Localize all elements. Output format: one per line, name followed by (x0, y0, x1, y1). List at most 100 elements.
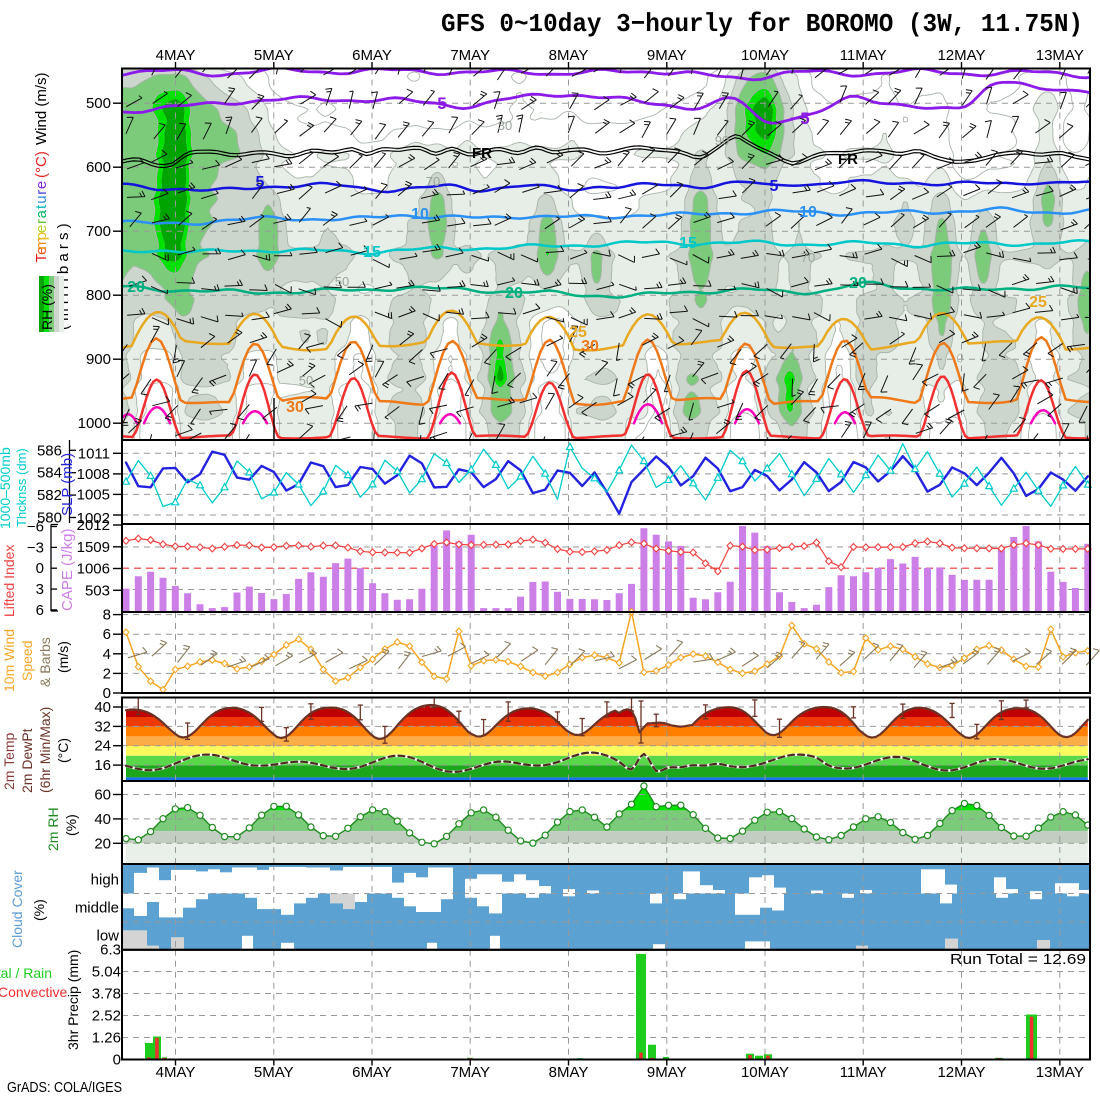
svg-text:5MAY: 5MAY (254, 1064, 294, 1081)
svg-text:m: m (33, 237, 50, 250)
svg-text:1002: 1002 (77, 510, 110, 527)
svg-text:5.04: 5.04 (92, 964, 121, 981)
svg-text:Speed: Speed (19, 641, 35, 681)
svg-text:T: T (33, 253, 50, 262)
svg-text:1011: 1011 (78, 445, 110, 462)
svg-text:high: high (91, 872, 119, 889)
svg-text:2012: 2012 (77, 517, 110, 534)
svg-text:Wind (m/s): Wind (m/s) (33, 73, 50, 146)
svg-text:800: 800 (86, 287, 111, 304)
svg-text:20: 20 (849, 275, 867, 292)
svg-text:16: 16 (94, 757, 111, 774)
svg-text:2m RH: 2m RH (45, 807, 61, 851)
svg-text:13MAY: 13MAY (1036, 1064, 1084, 1081)
svg-text:25: 25 (569, 324, 587, 341)
svg-text:Cloud Cover: Cloud Cover (9, 870, 25, 948)
svg-text:1005: 1005 (77, 486, 110, 503)
svg-text:32: 32 (94, 718, 111, 735)
svg-text:e: e (33, 225, 50, 233)
svg-text:RH (%): RH (%) (39, 284, 55, 330)
svg-text:1509: 1509 (77, 539, 110, 556)
svg-text:15: 15 (363, 244, 381, 261)
svg-text:1008: 1008 (77, 466, 110, 483)
svg-text:6: 6 (103, 626, 111, 643)
svg-text:90: 90 (715, 133, 729, 148)
svg-text:586: 586 (37, 442, 62, 459)
svg-text:−6: −6 (27, 519, 44, 536)
svg-text:580: 580 (37, 510, 62, 527)
svg-text:GFS 0~10day 3−hourly for BOROM: GFS 0~10day 3−hourly for BOROMO (3W, 11.… (441, 9, 1083, 39)
svg-text:5: 5 (256, 174, 265, 191)
svg-text:25: 25 (1029, 294, 1047, 311)
svg-text:503: 503 (85, 582, 110, 599)
svg-text:CAPE (J/kg): CAPE (J/kg) (59, 528, 76, 611)
svg-text:1000–500mb: 1000–500mb (0, 447, 13, 529)
svg-text:3.78: 3.78 (92, 986, 121, 1003)
svg-text:& Barbs: & Barbs (37, 637, 53, 687)
svg-text:6: 6 (36, 602, 44, 619)
svg-text:20: 20 (127, 279, 145, 296)
svg-text:1006: 1006 (77, 561, 110, 578)
svg-text:−3: −3 (27, 539, 44, 556)
svg-text:(°C): (°C) (33, 151, 50, 178)
svg-text:3: 3 (36, 581, 44, 598)
svg-text:Run Total = 12.69: Run Total = 12.69 (950, 951, 1086, 968)
svg-text:FR: FR (472, 145, 492, 162)
svg-text:r: r (33, 219, 50, 224)
svg-text:10MAY: 10MAY (741, 47, 789, 64)
svg-text:Thcknss (dm): Thcknss (dm) (14, 448, 29, 527)
svg-text:Lifted Index: Lifted Index (1, 545, 17, 617)
svg-text:3hr Precip (mm): 3hr Precip (mm) (65, 950, 81, 1050)
svg-text:13MAY: 13MAY (1036, 47, 1084, 64)
svg-text:1000: 1000 (78, 415, 111, 432)
svg-text:middle: middle (75, 900, 119, 917)
svg-text:2m DewPt: 2m DewPt (19, 728, 35, 793)
svg-text:(°C): (°C) (55, 738, 71, 763)
svg-text:GrADS: COLA/IGES: GrADS: COLA/IGES (7, 1080, 122, 1096)
svg-text:5MAY: 5MAY (254, 47, 294, 64)
svg-text:(%): (%) (31, 899, 47, 921)
svg-text:40: 40 (94, 811, 111, 828)
svg-text:9MAY: 9MAY (647, 47, 687, 64)
svg-text:700: 700 (86, 223, 111, 240)
svg-text:4MAY: 4MAY (156, 1064, 196, 1081)
svg-text:24: 24 (94, 738, 111, 755)
svg-text:10m Wind: 10m Wind (1, 629, 17, 692)
svg-text:900: 900 (86, 351, 111, 368)
svg-text:−5: −5 (790, 109, 809, 128)
svg-text:11MAY: 11MAY (840, 47, 887, 64)
svg-text:(6hr Min/Max): (6hr Min/Max) (37, 707, 53, 793)
svg-text:12MAY: 12MAY (937, 47, 985, 64)
svg-text:SLP (mb): SLP (mb) (59, 453, 76, 516)
svg-text:15: 15 (679, 235, 697, 252)
svg-text:50: 50 (335, 274, 349, 289)
svg-text:7MAY: 7MAY (450, 1064, 490, 1081)
svg-text:60: 60 (94, 787, 111, 804)
svg-text:4: 4 (103, 646, 111, 663)
svg-text:8MAY: 8MAY (549, 1064, 589, 1081)
svg-text:50: 50 (299, 373, 313, 388)
svg-text:582: 582 (37, 487, 62, 504)
svg-text:FR: FR (838, 151, 858, 168)
svg-text:e: e (33, 181, 50, 189)
svg-text:40: 40 (94, 699, 111, 716)
svg-text:20: 20 (505, 285, 523, 302)
svg-text:70: 70 (426, 174, 440, 189)
svg-text:10: 10 (411, 206, 429, 223)
svg-text:Total / Rain: Total / Rain (0, 965, 52, 981)
svg-text:8: 8 (103, 607, 111, 624)
svg-text:30: 30 (286, 399, 304, 416)
svg-text:0: 0 (36, 560, 44, 577)
svg-text:(%): (%) (63, 814, 79, 836)
svg-text:0: 0 (103, 685, 111, 702)
svg-text:30: 30 (581, 338, 599, 355)
svg-text:500: 500 (86, 95, 111, 112)
svg-text:5: 5 (770, 178, 779, 195)
svg-text:12MAY: 12MAY (937, 1064, 985, 1081)
svg-text:r: r (33, 190, 50, 195)
svg-text:10: 10 (799, 204, 817, 221)
svg-text:8MAY: 8MAY (549, 47, 589, 64)
svg-text:600: 600 (86, 159, 111, 176)
svg-text:11MAY: 11MAY (840, 1064, 887, 1081)
svg-text:−5: −5 (427, 94, 446, 113)
